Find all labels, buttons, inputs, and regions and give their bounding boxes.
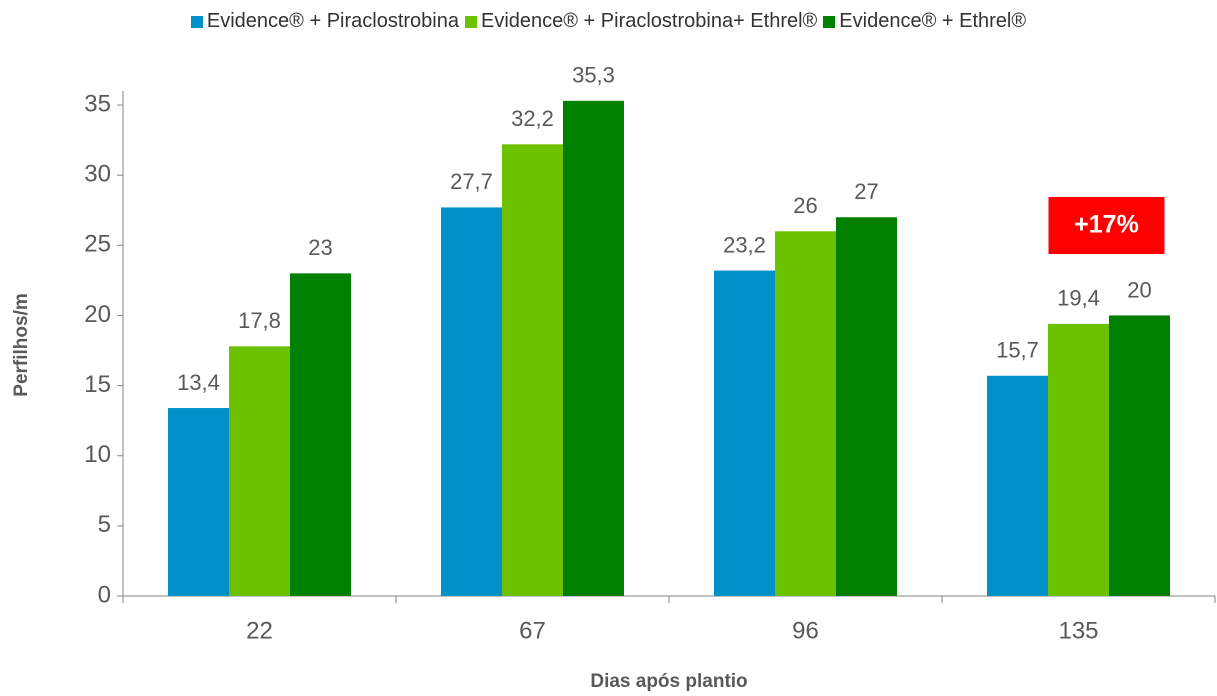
data-label: 27 — [854, 179, 878, 204]
bar — [775, 231, 836, 596]
bar — [1048, 323, 1109, 596]
data-label: 26 — [793, 193, 817, 218]
bar — [987, 375, 1048, 596]
x-axis-label: Dias após plantio — [590, 671, 747, 692]
legend-item: Evidence® + Piraclostrobina — [190, 10, 459, 33]
data-label: 17,8 — [238, 308, 281, 333]
data-label: 23 — [308, 235, 332, 260]
data-label: 27,7 — [450, 169, 493, 194]
legend-label: Evidence® + Piraclostrobina — [206, 10, 459, 32]
legend-item: Evidence® + Ethrel® — [823, 10, 1026, 33]
legend-label: Evidence® + Piraclostrobina+ Ethrel® — [480, 10, 818, 32]
legend: Evidence® + Piraclostrobina Evidence® + P… — [0, 10, 1217, 33]
bar — [563, 100, 624, 596]
x-tick-label: 67 — [519, 617, 546, 644]
bar — [714, 270, 775, 596]
legend-label: Evidence® + Ethrel® — [839, 10, 1027, 32]
y-tick-label: 0 — [98, 581, 111, 608]
x-tick-label: 135 — [1058, 617, 1098, 644]
data-label: 23,2 — [723, 232, 766, 257]
bar — [441, 207, 502, 597]
data-label: 20 — [1127, 277, 1151, 302]
bar — [290, 273, 351, 596]
data-label: 19,4 — [1057, 286, 1100, 311]
legend-swatch — [190, 15, 203, 28]
bar — [168, 408, 229, 596]
legend-item: Evidence® + Piraclostrobina+ Ethrel® — [464, 10, 818, 33]
data-label: 13,4 — [177, 370, 220, 395]
y-tick-label: 15 — [84, 371, 111, 398]
data-label: 15,7 — [996, 338, 1039, 363]
annotation-box — [1048, 197, 1165, 254]
data-label: 32,2 — [511, 106, 554, 131]
legend-swatch — [823, 15, 836, 28]
y-tick-label: 35 — [84, 90, 111, 117]
y-axis-label: Perfilhos/m — [11, 293, 32, 396]
legend-swatch — [464, 15, 477, 28]
bar — [836, 217, 897, 596]
y-tick-label: 5 — [98, 511, 111, 538]
data-label: 35,3 — [572, 63, 615, 88]
bar — [502, 144, 563, 597]
bar — [1109, 315, 1170, 596]
x-tick-label: 96 — [792, 617, 819, 644]
annotation: +17% — [1074, 211, 1139, 239]
bar — [229, 346, 290, 596]
y-tick-label: 25 — [84, 231, 111, 258]
y-tick-label: 10 — [84, 441, 111, 468]
x-tick-label: 22 — [246, 617, 273, 644]
y-tick-label: 20 — [84, 301, 111, 328]
y-tick-label: 30 — [84, 161, 111, 188]
